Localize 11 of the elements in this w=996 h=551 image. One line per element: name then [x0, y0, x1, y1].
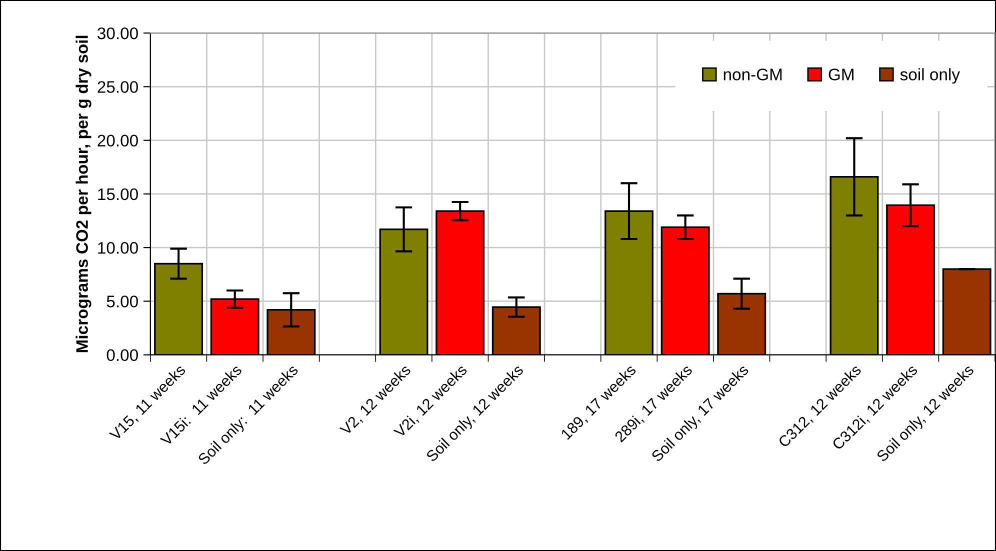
y-tick-label: 0.00 — [106, 349, 138, 362]
y-tick-label: 25.00 — [98, 81, 138, 93]
y-tick-label: 10.00 — [98, 242, 138, 254]
legend-label: GM — [828, 68, 854, 80]
y-tick-label: 20.00 — [98, 134, 138, 147]
y-tick-label: 15.00 — [98, 188, 138, 200]
legend-label: soil only — [900, 68, 960, 84]
y-tick-label: 30.00 — [98, 27, 138, 40]
y-tick-label: 5.00 — [106, 296, 138, 308]
y-axis-title: Micrograms CO2 per hour, per g dry soil — [76, 36, 92, 352]
legend-label: non-GM — [724, 68, 782, 80]
